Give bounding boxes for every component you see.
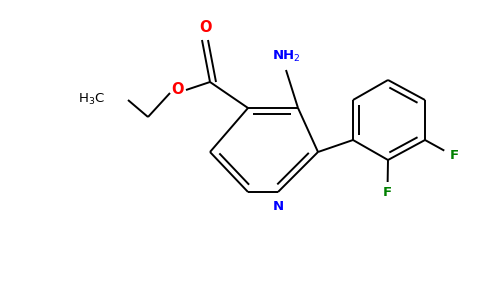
Text: H$_3$C: H$_3$C [78,92,105,106]
Text: O: O [172,82,184,98]
Text: NH$_2$: NH$_2$ [272,48,301,64]
Text: O: O [199,20,211,34]
Text: N: N [272,200,284,212]
Text: F: F [449,149,458,162]
Text: F: F [383,187,392,200]
